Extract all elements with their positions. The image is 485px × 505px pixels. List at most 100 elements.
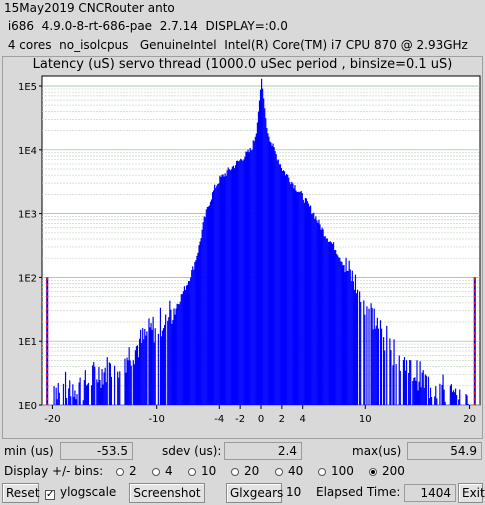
bins-radio-label: 4 — [165, 464, 173, 478]
histogram-bar — [420, 361, 421, 405]
exit-button[interactable]: Exit — [458, 483, 483, 503]
histogram-bar — [280, 164, 281, 405]
histogram-bar — [368, 309, 369, 405]
x-tick-label: -2 — [235, 414, 245, 425]
histogram-bar — [124, 359, 125, 405]
histogram-bar — [68, 388, 69, 405]
glxgears-button[interactable]: Glxgears — [226, 483, 282, 503]
histogram-bar — [328, 242, 329, 405]
histogram-bar — [114, 366, 115, 405]
reset-button[interactable]: Reset — [2, 483, 39, 503]
histogram-bar — [250, 148, 251, 405]
bins-radio-4[interactable]: 4 — [152, 464, 173, 478]
histogram-bar — [456, 395, 457, 405]
y-tick-label: 1E0 — [18, 401, 37, 412]
bins-radio-200[interactable]: 200 — [369, 464, 405, 478]
histogram-bar — [403, 360, 404, 405]
histogram-bar — [295, 190, 296, 405]
histogram-bar — [436, 398, 437, 405]
sdev-label: sdev (us): — [162, 444, 221, 458]
histogram-bar — [128, 360, 129, 405]
histogram-bar — [148, 318, 149, 405]
bins-radio-100[interactable]: 100 — [318, 464, 354, 478]
histogram-bar — [260, 90, 261, 405]
histogram-bar — [366, 306, 367, 405]
histogram-bar — [58, 383, 59, 405]
histogram-bar — [236, 161, 237, 405]
histogram-bar — [154, 342, 155, 405]
histogram-bar — [210, 202, 211, 405]
histogram-bar — [129, 347, 130, 405]
histogram-bar — [343, 265, 344, 405]
histogram-bar — [233, 166, 234, 405]
histogram-bar — [237, 161, 238, 405]
histogram-bar — [453, 390, 454, 405]
histogram-bar — [377, 318, 378, 405]
histogram-bar — [288, 178, 289, 405]
histogram-bar — [408, 373, 409, 405]
screenshot-button[interactable]: Screenshot — [129, 483, 205, 503]
histogram-bar — [203, 222, 204, 405]
bins-radio-20[interactable]: 20 — [231, 464, 259, 478]
histogram-bar — [416, 360, 417, 405]
histogram-bar — [277, 160, 278, 405]
histogram-bar — [355, 275, 356, 405]
y-tick-label: 1E5 — [18, 82, 37, 93]
histogram-bar — [445, 402, 446, 405]
ylogscale-checkbox[interactable]: ✓ylogscale — [45, 485, 116, 500]
histogram-bar — [181, 294, 182, 405]
toolbar-row: Reset ✓ylogscale Screenshot Glxgears 10 … — [0, 483, 485, 505]
histogram-bar — [137, 345, 138, 405]
histogram-bar — [171, 324, 172, 405]
histogram-bar — [404, 357, 405, 405]
histogram-bar — [284, 171, 285, 405]
histogram-bar — [110, 363, 111, 405]
histogram-bar — [423, 370, 424, 405]
bins-radio-10[interactable]: 10 — [188, 464, 216, 478]
x-tick-label: -10 — [149, 414, 165, 425]
histogram-bar — [312, 213, 313, 405]
histogram-bar — [294, 185, 295, 405]
x-tick-label: 2 — [279, 414, 285, 425]
histogram-bar — [207, 207, 208, 405]
x-tick-label: 10 — [359, 414, 372, 425]
histogram-bar — [152, 330, 153, 405]
histogram-bar — [84, 380, 85, 405]
histogram-bar — [179, 304, 180, 405]
histogram-bar — [79, 383, 80, 405]
histogram-bar — [219, 176, 220, 405]
histogram-bar — [352, 271, 353, 405]
histogram-bar — [374, 309, 375, 405]
max-label: max(us) — [352, 444, 401, 458]
bins-radio-2[interactable]: 2 — [116, 464, 137, 478]
histogram-bar — [389, 338, 390, 405]
histogram-bar — [274, 147, 275, 405]
histogram-bar — [375, 329, 376, 405]
histogram-bar — [435, 386, 436, 405]
histogram-bar — [293, 188, 294, 405]
histogram-bar — [134, 364, 135, 405]
histogram-bar — [220, 177, 221, 405]
histogram-bar — [285, 175, 286, 405]
histogram-bar — [99, 380, 100, 405]
histogram-bar — [266, 128, 267, 405]
histogram-bar — [296, 192, 297, 405]
stats-row: min (us) -53.5 sdev (us): 2.4 max(us) 54… — [0, 441, 485, 463]
bins-radio-40[interactable]: 40 — [275, 464, 303, 478]
histogram-bar — [360, 302, 361, 405]
histogram-bar — [56, 388, 57, 405]
histogram-bar — [223, 177, 224, 405]
histogram-bar — [414, 377, 415, 405]
histogram-bar — [329, 242, 330, 405]
histogram-bar — [158, 334, 159, 405]
histogram-bar — [341, 262, 342, 405]
histogram-bar — [199, 242, 200, 405]
radio-dot-icon — [369, 468, 377, 476]
histogram-bar — [111, 377, 112, 405]
radio-dot-icon — [318, 468, 326, 476]
histogram-bar — [421, 387, 422, 405]
histogram-bar — [255, 137, 256, 405]
histogram-bar — [221, 175, 222, 405]
histogram-bar — [101, 369, 102, 405]
histogram-bar — [390, 350, 391, 405]
